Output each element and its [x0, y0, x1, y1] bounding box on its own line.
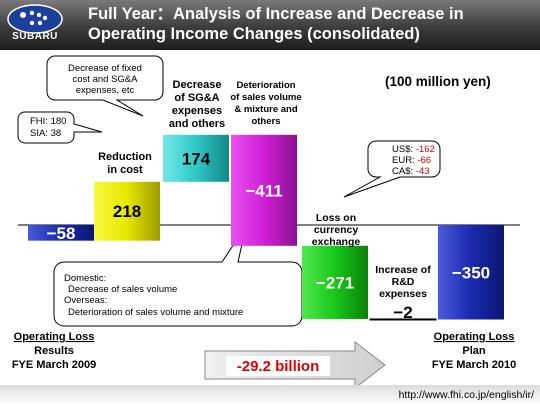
currency-usd-value: -162: [416, 144, 435, 155]
currency-cad: CA$: -43: [392, 166, 430, 177]
bar-rnd-increase: [369, 318, 437, 321]
callout-fixed-cost: Decrease of fixed cost and SG&A expenses…: [46, 55, 164, 117]
label-sga-2: of SG&A: [174, 92, 219, 104]
bar-results-2009: [28, 225, 94, 241]
bars-group: −58 218 174 −411 −271 −2 −350: [28, 134, 504, 322]
label-reduction-2: in cost: [107, 164, 143, 176]
currency-usd-name: US$:: [392, 144, 413, 155]
bar-currency-loss-value: −271: [316, 273, 354, 292]
bar-plan-2010: [438, 225, 504, 320]
bar-sga-decrease: [163, 134, 229, 182]
bar-rnd-increase-value: −2: [393, 303, 412, 322]
currency-eur-name: EUR:: [392, 155, 415, 166]
right-label-3: FYE March 2010: [432, 359, 516, 371]
callout-domestic-line-3: Overseas:: [64, 295, 107, 306]
waterfall-chart: Decrease of fixed cost and SG&A expenses…: [12, 55, 520, 385]
right-label-2: Plan: [462, 345, 486, 357]
label-deterioration-2: of sales volume: [230, 92, 301, 103]
header-bar: SUBARU Full Year：Analysis of Increase an…: [0, 0, 540, 50]
label-rnd-2: R&D: [392, 276, 415, 288]
brand-name: SUBARU: [12, 31, 58, 42]
callout-domestic-line-2: Decrease of sales volume: [68, 284, 177, 295]
footer-bar: http://www.fhi.co.jp/english/ir/: [0, 385, 540, 405]
label-rnd-1: Increase of: [375, 264, 431, 276]
bar-sga-decrease-value: 174: [182, 149, 211, 168]
callout-domestic-line-4: Deterioration of sales volume and mixtur…: [68, 307, 243, 318]
title-line-1: Full Year：Analysis of Increase and Decre…: [88, 5, 464, 23]
callout-fhi-line-2: SIA: 38: [30, 128, 61, 139]
callout-fhi-line-1: FHI: 180: [30, 116, 66, 127]
bar-reduction-cost-value: 218: [113, 202, 141, 221]
label-currency-2: currency: [314, 224, 359, 236]
callout-fixed-cost-line-1: Decrease of fixed: [68, 63, 142, 74]
footer-url-link[interactable]: http://www.fhi.co.jp/english/ir/: [398, 389, 534, 401]
summary-value: -29.2 billion: [237, 358, 320, 375]
callout-domestic-overseas: Domestic: Decrease of sales volume Overs…: [53, 225, 303, 327]
label-deterioration-1: Deterioration: [236, 80, 295, 91]
title-line-2: Operating Income Changes (consolidated): [88, 25, 420, 43]
bar-sales-deterioration-value: −411: [245, 181, 282, 200]
label-rnd-3: expenses: [379, 288, 427, 300]
label-sga-1: Decrease: [173, 79, 222, 91]
label-sga-3: expenses: [172, 105, 222, 117]
currency-eur-value: -66: [417, 155, 431, 166]
bar-plan-2010-value: −350: [452, 263, 490, 282]
label-deterioration-3: & mixture and: [234, 104, 298, 115]
callout-domestic-line-1: Domestic:: [64, 273, 106, 284]
left-label-1: Operating Loss: [14, 331, 95, 343]
left-label-2: Results: [34, 345, 74, 357]
right-label-1: Operating Loss: [434, 331, 515, 343]
left-label-3: FYE March 2009: [12, 359, 96, 371]
callout-fixed-cost-line-3: expenses, etc: [76, 85, 135, 96]
summary-box: [226, 356, 330, 376]
currency-cad-name: CA$:: [392, 166, 413, 177]
callout-currency: US$: -162 EUR: -66 CA$: -43: [343, 140, 441, 198]
bottom-labels: Operating Loss Results FYE March 2009 Op…: [12, 331, 516, 371]
label-deterioration-4: others: [251, 116, 280, 127]
bar-reduction-cost: [94, 181, 160, 241]
callout-fixed-cost-line-2: cost and SG&A: [73, 74, 139, 85]
label-currency-3: exchange: [312, 236, 361, 248]
summary-arrow: -29.2 billion: [204, 340, 386, 385]
label-sga-4: and others: [169, 118, 225, 130]
bar-currency-loss: [302, 245, 368, 319]
bar-results-2009-value: −58: [47, 224, 76, 243]
unit-label: (100 million yen): [385, 74, 491, 89]
label-reduction-1: Reduction: [98, 151, 152, 163]
page-title: Full Year：Analysis of Increase and Decre…: [88, 4, 464, 44]
callout-fhi-sia: FHI: 180 SIA: 38: [17, 111, 103, 144]
bar-sales-deterioration: [231, 134, 297, 246]
category-labels: Reduction in cost Decrease of SG&A expen…: [98, 79, 431, 300]
label-currency-1: Loss on: [316, 212, 356, 224]
currency-eur: EUR: -66: [392, 155, 431, 166]
currency-usd: US$: -162: [392, 144, 435, 155]
subaru-logo-icon: [7, 4, 63, 34]
currency-cad-value: -43: [416, 166, 430, 177]
